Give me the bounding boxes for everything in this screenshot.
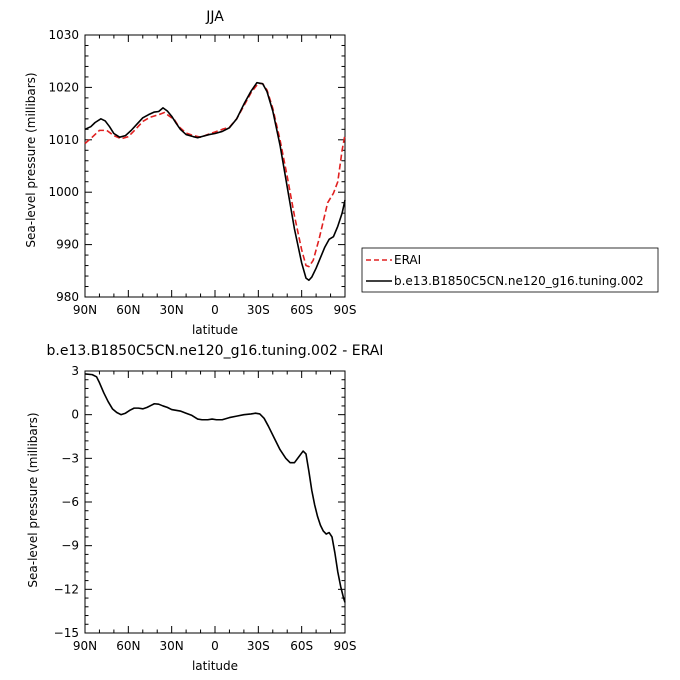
top-y-tick-label: 1020 — [48, 80, 79, 94]
bottom-y-tick-label: −3 — [61, 451, 79, 465]
top-x-tick-label: 60N — [116, 303, 140, 317]
top-x-axis-label: latitude — [192, 323, 238, 337]
bottom-x-tick-label: 90N — [73, 639, 97, 653]
top-plot-frame — [84, 34, 346, 298]
top-y-axis-label: Sea-level pressure (millibars) — [24, 72, 38, 247]
top-ticks: 90N 60N 30N 0 30S 60S 90S 980 990 1000 1010 1020 103… — [48, 28, 356, 317]
legend-box — [361, 247, 659, 293]
bottom-series-line-0 — [84, 373, 346, 603]
bottom-y-tick-label: −12 — [54, 582, 79, 596]
bottom-chart-title: b.e13.B1850C5CN.ne120_g16.tuning.002 - E… — [47, 343, 384, 359]
bottom-y-tick-label: 0 — [71, 408, 79, 422]
top-series-line-1 — [84, 81, 346, 282]
bottom-panel: b.e13.B1850C5CN.ne120_g16.tuning.002 - E… — [26, 343, 383, 673]
bottom-x-tick-label: 30N — [160, 639, 184, 653]
top-y-tick-label: 1030 — [48, 28, 79, 42]
legend-model-label: b.e13.B1850C5CN.ne120_g16.tuning.002 — [394, 274, 644, 288]
top-x-tick-label: 0 — [211, 303, 219, 317]
bottom-ticks: 90N 60N 30N 0 30S 60S 90S −15 −12 −9 −6 −3 0 3 — [54, 364, 357, 653]
bottom-y-tick-label: −6 — [61, 495, 79, 509]
top-y-tick-label: 1000 — [48, 185, 79, 199]
bottom-y-tick-label: −15 — [54, 626, 79, 640]
top-series-line-0 — [84, 82, 346, 268]
bottom-x-tick-label: 60S — [290, 639, 313, 653]
bottom-y-tick-label: −9 — [61, 539, 79, 553]
top-x-tick-label: 60S — [290, 303, 313, 317]
legend: ERAI b.e13.B1850C5CN.ne120_g16.tuning.00… — [361, 247, 659, 293]
top-x-tick-label: 90S — [334, 303, 357, 317]
bottom-plot-frame — [84, 370, 346, 634]
top-x-tick-label: 90N — [73, 303, 97, 317]
bottom-series-lines — [84, 373, 346, 603]
top-chart-title: JJA — [205, 9, 224, 25]
bottom-x-tick-label: 90S — [334, 639, 357, 653]
bottom-x-tick-label: 60N — [116, 639, 140, 653]
top-x-tick-label: 30S — [247, 303, 270, 317]
bottom-y-tick-label: 3 — [71, 364, 79, 378]
top-panel: JJA Sea-level pressure (millibars) latit… — [24, 9, 356, 337]
bottom-x-tick-label: 0 — [211, 639, 219, 653]
bottom-x-axis-label: latitude — [192, 659, 238, 673]
top-y-tick-label: 990 — [56, 238, 79, 252]
top-series-lines — [84, 81, 346, 282]
top-x-tick-label: 30N — [160, 303, 184, 317]
legend-erai-label: ERAI — [394, 253, 421, 267]
top-y-tick-label: 980 — [56, 290, 79, 304]
top-y-tick-label: 1010 — [48, 133, 79, 147]
bottom-y-axis-label: Sea-level pressure (millibars) — [26, 412, 40, 587]
bottom-x-tick-label: 30S — [247, 639, 270, 653]
